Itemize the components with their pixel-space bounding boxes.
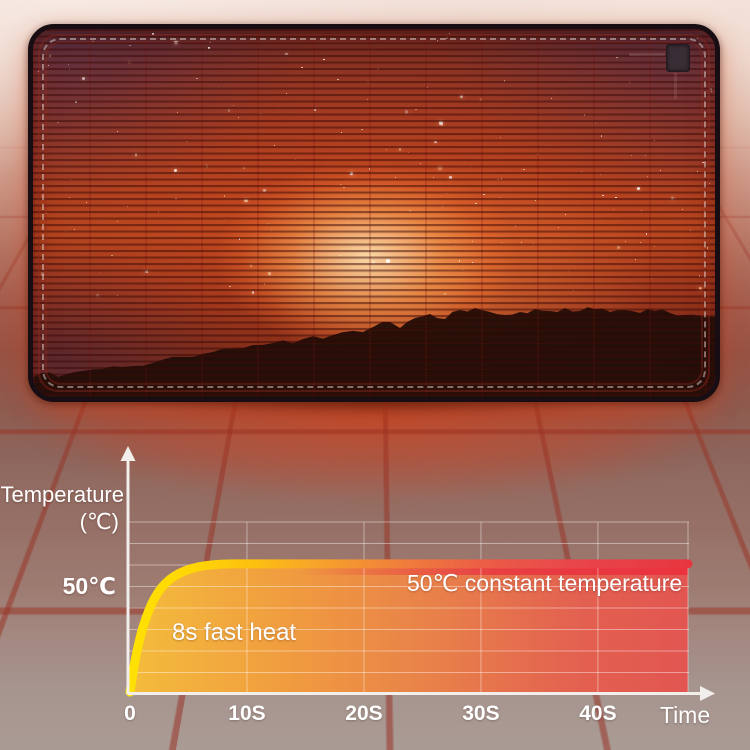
heating-coil-pattern (33, 29, 715, 397)
x-axis-label-time: Time (659, 702, 711, 728)
circuit-trace-icon (629, 53, 665, 56)
heated-desk-pad (28, 24, 720, 402)
y-axis-label-line2: (℃) (79, 509, 119, 534)
y-tick-50c: 50℃ (62, 573, 116, 599)
annotation-constant-temperature: 50℃ constant temperature (407, 570, 683, 596)
heating-trace-border (38, 34, 710, 392)
stitched-edge (42, 38, 706, 388)
y-axis-label-line1: Temperature (0, 482, 124, 507)
circuit-trace-icon (674, 73, 677, 99)
x-axis-tick-label: 10S (228, 702, 266, 725)
annotation-fast-heat: 8s fast heat (172, 619, 297, 646)
x-axis-tick-label: 0 (124, 702, 136, 725)
temperature-sensor-chip (666, 44, 690, 72)
x-axis-tick-label: 40S (579, 702, 617, 725)
x-axis-tick-label: 30S (462, 702, 500, 725)
x-axis-tick-label: 20S (345, 702, 383, 725)
